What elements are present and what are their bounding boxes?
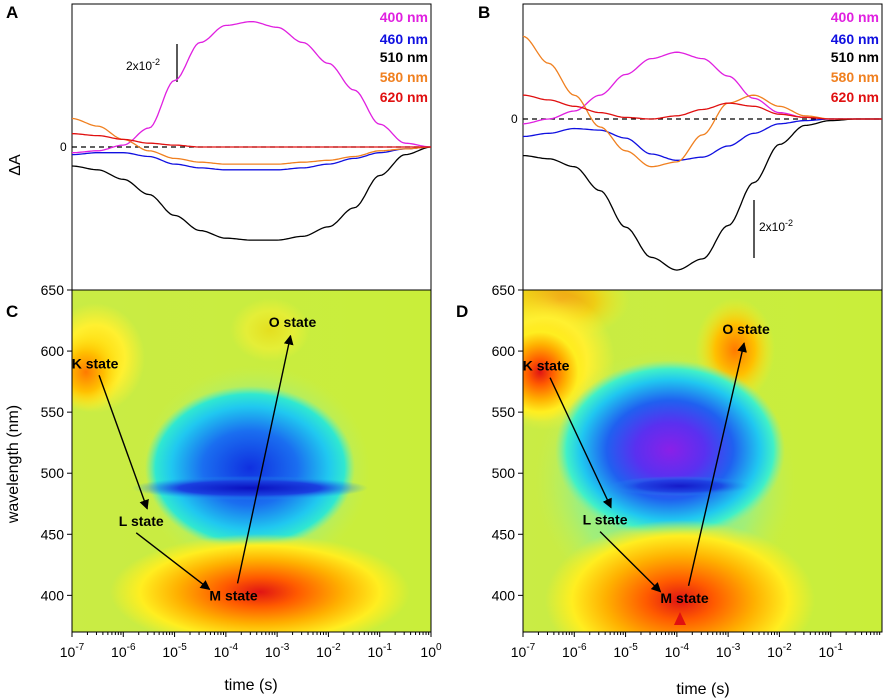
state-label: K state [523,358,570,374]
panel-b-legend: 400 nm 460 nm 510 nm 580 nm 620 nm [831,9,879,105]
panel-b-zero-label: 0 [511,112,518,126]
state-arrow [135,532,211,590]
state-label: M state [209,587,257,603]
y-tick-label: 400 [41,587,65,603]
panel-b-scale-label: 2x10-2 [759,218,793,234]
panel-b: B 0 2x10-2 400 nm 460 nm 510 nm 580 nm 6… [478,3,883,291]
legend-item: 400 nm [380,9,428,25]
x-tick-label: 10-5 [162,642,187,660]
state-label: K state [72,355,119,371]
panel-b-frame [522,3,883,291]
state-arrow [549,377,612,509]
x-tick-label: 10-6 [562,642,587,660]
state-label: L state [119,513,164,529]
series-line-460nm [522,118,882,161]
panel-d: D time (s) 400 450 500 550 600 650 10-7 10-6 10-… [456,282,883,698]
legend-item: 510 nm [831,49,879,65]
panel-label-c: C [6,302,18,321]
series-line-620nm [523,94,882,120]
series-line-510nm [523,118,882,271]
x-tick-label: 10-3 [265,642,290,660]
x-tick-label: 10-2 [316,642,341,660]
panel-a: A ΔA 0 2x10-2 400 nm 460 nm 510 nm 580 n… [6,3,432,291]
panel-d-ticks: 400 450 500 550 600 650 10-7 10-6 10-5 10-4 10-3 10… [492,282,881,660]
y-tick-label: 400 [492,587,516,603]
panel-c-ticks: 400 450 500 550 600 650 10-7 10-6 10-5 10-4 10-3 10… [41,282,442,660]
legend-item: 510 nm [380,49,428,65]
state-arrow [687,342,747,586]
panel-d-frame [522,289,883,633]
y-tick-label: 600 [492,343,516,359]
y-tick-label: 650 [492,282,516,298]
panel-d-heatmap [523,290,882,632]
panel-a-legend: 400 nm 460 nm 510 nm 580 nm 620 nm [380,9,428,105]
series-line-400nm [522,51,882,125]
x-tick-label: 10-5 [613,642,638,660]
panel-a-ylabel: ΔA [7,154,24,176]
series-line-460nm [72,146,431,171]
x-tick-label: 10-4 [665,642,690,660]
state-arrow [98,375,149,510]
panel-label-b: B [478,3,490,22]
panel-a-series [71,20,432,241]
legend-item: 460 nm [380,31,428,47]
legend-item: 460 nm [831,31,879,47]
panel-c-ylabel: wavelength (nm) [5,405,22,524]
y-tick-label: 450 [492,526,516,542]
panel-b-series [522,35,882,271]
x-tick-label: 10-7 [60,642,85,660]
panel-c-annotations: K state L state M state O state [72,314,317,604]
panel-a-scale-label: 2x10-2 [126,57,160,73]
panel-d-xlabel: time (s) [676,681,729,698]
legend-item: 580 nm [380,69,428,85]
panel-c-frame [71,289,432,633]
x-tick-label: 10-2 [767,642,792,660]
y-tick-label: 500 [492,465,516,481]
state-label: O state [722,321,770,337]
state-arrow [599,531,662,593]
x-tick-label: 10-6 [111,642,136,660]
y-tick-label: 650 [41,282,65,298]
series-line-510nm [71,146,432,241]
x-tick-label: 10-1 [367,642,392,660]
legend-item: 400 nm [831,9,879,25]
legend-item: 620 nm [831,89,879,105]
x-tick-label: 10-3 [716,642,741,660]
state-arrow [236,334,294,584]
y-tick-label: 500 [41,465,65,481]
state-label: O state [269,314,317,330]
series-line-400nm [72,20,432,154]
y-tick-label: 600 [41,343,65,359]
series-line-580nm [71,117,431,165]
panel-c-heatmap [72,290,431,632]
panel-label-d: D [456,302,468,321]
panel-c: C wavelength (nm) time (s) 400 450 500 550 6… [5,282,442,694]
state-label: L state [583,512,628,528]
panel-label-a: A [6,3,18,22]
panel-c-xlabel: time (s) [224,677,277,694]
y-tick-label: 450 [41,526,65,542]
panel-d-annotations: K state L state M state O state [523,321,770,606]
y-tick-label: 550 [492,404,516,420]
state-label: M state [660,590,708,606]
series-line-620nm [72,133,431,148]
legend-item: 620 nm [380,89,428,105]
x-tick-label: 10-1 [818,642,843,660]
x-tick-label: 10-7 [511,642,536,660]
y-tick-label: 550 [41,404,65,420]
x-tick-label: 100 [420,642,442,660]
legend-item: 580 nm [831,69,879,85]
x-tick-label: 10-4 [214,642,239,660]
series-line-580nm [522,35,882,168]
panel-a-zero-label: 0 [60,140,67,154]
